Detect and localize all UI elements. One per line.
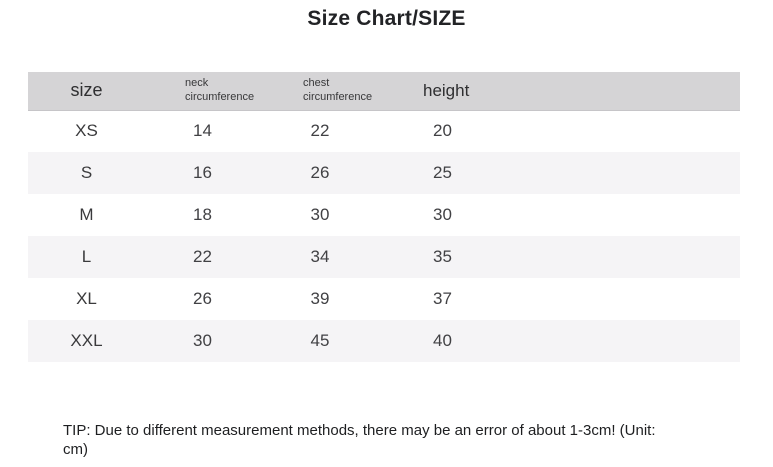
size-label-cell: S bbox=[80, 163, 93, 182]
filler-cell bbox=[505, 236, 740, 278]
column-header-neck-circumference-label: neck circumference bbox=[185, 77, 255, 104]
chest-value-cell: 34 bbox=[310, 247, 330, 266]
chest-value-cell: 39 bbox=[310, 289, 330, 308]
table-row-m: M 18 30 30 bbox=[28, 194, 740, 236]
column-header-size: size bbox=[28, 72, 145, 111]
chest-value-cell: 22 bbox=[310, 121, 330, 141]
column-header-height: height bbox=[380, 72, 505, 111]
chest-value-cell: 26 bbox=[310, 163, 330, 182]
height-value-cell: 25 bbox=[433, 163, 452, 182]
table-row-xl: XL 26 39 37 bbox=[28, 278, 740, 320]
size-label-cell: M bbox=[79, 205, 94, 224]
neck-value-cell: 30 bbox=[193, 331, 212, 350]
column-header-chest-circumference-label: chest circumference bbox=[303, 77, 373, 104]
filler-cell bbox=[505, 320, 740, 362]
chest-value-cell: 45 bbox=[310, 331, 330, 350]
height-value-cell: 20 bbox=[433, 121, 452, 141]
measurement-tip-line-1: TIP: Due to different measurement method… bbox=[63, 422, 656, 439]
size-chart-table: size neck circumference chest circumfere… bbox=[28, 72, 740, 362]
table-row-xxl: XXL 30 45 40 bbox=[28, 320, 740, 362]
table-row-l: L 22 34 35 bbox=[28, 236, 740, 278]
filler-cell bbox=[505, 110, 740, 152]
column-header-filler bbox=[505, 72, 740, 111]
neck-value-cell: 22 bbox=[193, 247, 212, 266]
height-value-cell: 37 bbox=[433, 289, 452, 308]
measurement-tip-line-2: cm) bbox=[63, 441, 88, 458]
table-body: XS 14 22 20 S 16 26 25 M 18 30 30 L bbox=[28, 110, 740, 362]
height-value-cell: 30 bbox=[433, 205, 452, 224]
size-label-cell: XL bbox=[76, 289, 97, 308]
neck-value-cell: 14 bbox=[193, 121, 212, 141]
measurement-tip: TIP: Due to different measurement method… bbox=[63, 421, 753, 459]
table-header: size neck circumference chest circumfere… bbox=[28, 72, 740, 111]
table-row-s: S 16 26 25 bbox=[28, 152, 740, 194]
column-header-neck-circumference: neck circumference bbox=[145, 72, 260, 111]
column-header-chest-circumference: chest circumference bbox=[260, 72, 380, 111]
size-label-cell: L bbox=[81, 247, 92, 266]
height-value-cell: 40 bbox=[433, 331, 452, 350]
neck-value-cell: 18 bbox=[193, 205, 212, 224]
size-label-cell: XXL bbox=[70, 331, 103, 350]
filler-cell bbox=[505, 152, 740, 194]
page-title: Size Chart/SIZE bbox=[307, 7, 466, 30]
chest-value-cell: 30 bbox=[310, 205, 330, 224]
table-row-xs: XS 14 22 20 bbox=[28, 110, 740, 152]
neck-value-cell: 26 bbox=[193, 289, 212, 308]
filler-cell bbox=[505, 194, 740, 236]
neck-value-cell: 16 bbox=[193, 163, 212, 182]
height-value-cell: 35 bbox=[433, 247, 452, 266]
filler-cell bbox=[505, 278, 740, 320]
size-label-cell: XS bbox=[75, 121, 98, 141]
header-row: size neck circumference chest circumfere… bbox=[28, 72, 740, 111]
